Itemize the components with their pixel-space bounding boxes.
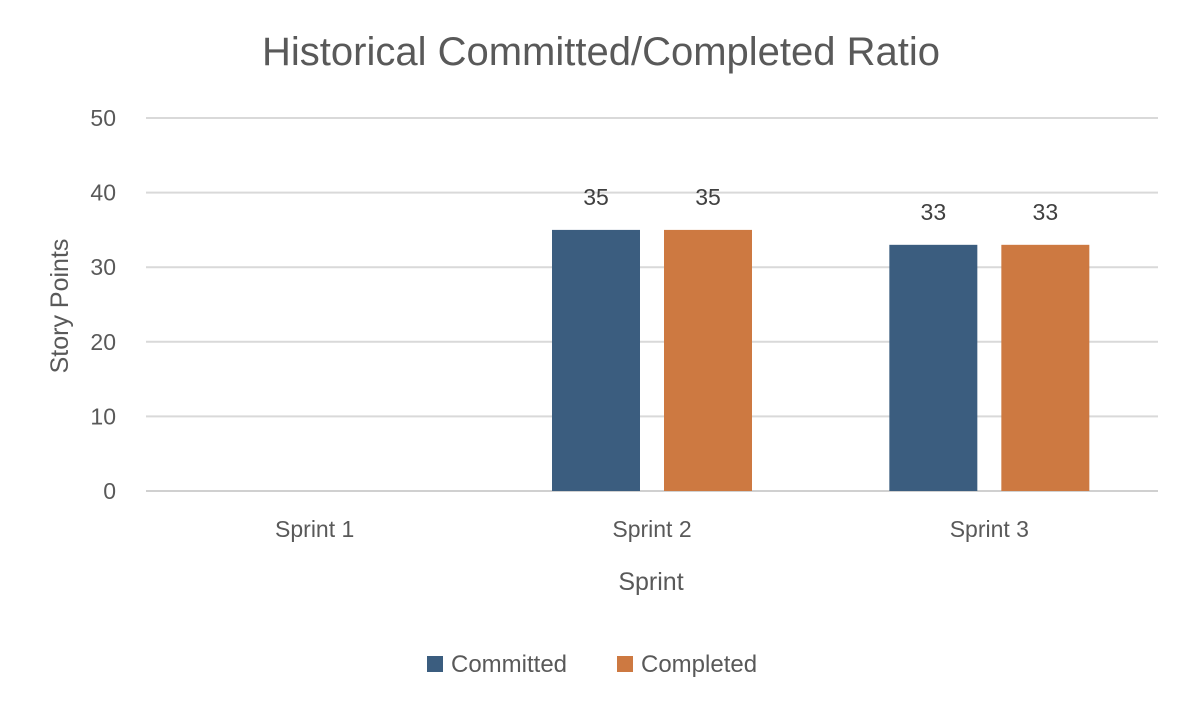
y-tick-label: 30 xyxy=(90,254,116,280)
y-axis-title: Story Points xyxy=(46,239,74,374)
bar-completed xyxy=(1001,244,1090,491)
bar-completed xyxy=(664,229,752,491)
data-label: 35 xyxy=(583,184,609,210)
bars xyxy=(552,229,1090,491)
legend: Committed Completed xyxy=(427,651,757,678)
gridlines xyxy=(146,117,1158,492)
x-tick-label: Sprint 1 xyxy=(275,516,354,542)
chart-title: Historical Committed/Completed Ratio xyxy=(262,30,940,74)
x-axis-ticks: Sprint 1 Sprint 2 Sprint 3 xyxy=(275,516,1029,542)
data-label: 33 xyxy=(921,199,947,225)
y-tick-label: 40 xyxy=(90,180,116,206)
legend-swatch-completed xyxy=(617,656,633,672)
y-tick-label: 0 xyxy=(103,478,116,504)
bar-committed xyxy=(552,229,640,491)
data-label: 33 xyxy=(1033,199,1059,225)
y-tick-label: 20 xyxy=(90,329,116,355)
x-axis-title: Sprint xyxy=(618,568,683,596)
y-tick-label: 50 xyxy=(90,105,116,131)
data-labels: 35 35 33 33 xyxy=(583,184,1058,225)
x-tick-label: Sprint 2 xyxy=(612,516,691,542)
x-tick-label: Sprint 3 xyxy=(950,516,1029,542)
bar-committed xyxy=(889,244,978,491)
legend-label-committed: Committed xyxy=(451,651,567,678)
y-tick-label: 10 xyxy=(90,403,116,429)
y-axis-ticks: 0 10 20 30 40 50 xyxy=(90,105,116,504)
legend-label-completed: Completed xyxy=(641,651,757,678)
data-label: 35 xyxy=(695,184,721,210)
legend-swatch-committed xyxy=(427,656,443,672)
